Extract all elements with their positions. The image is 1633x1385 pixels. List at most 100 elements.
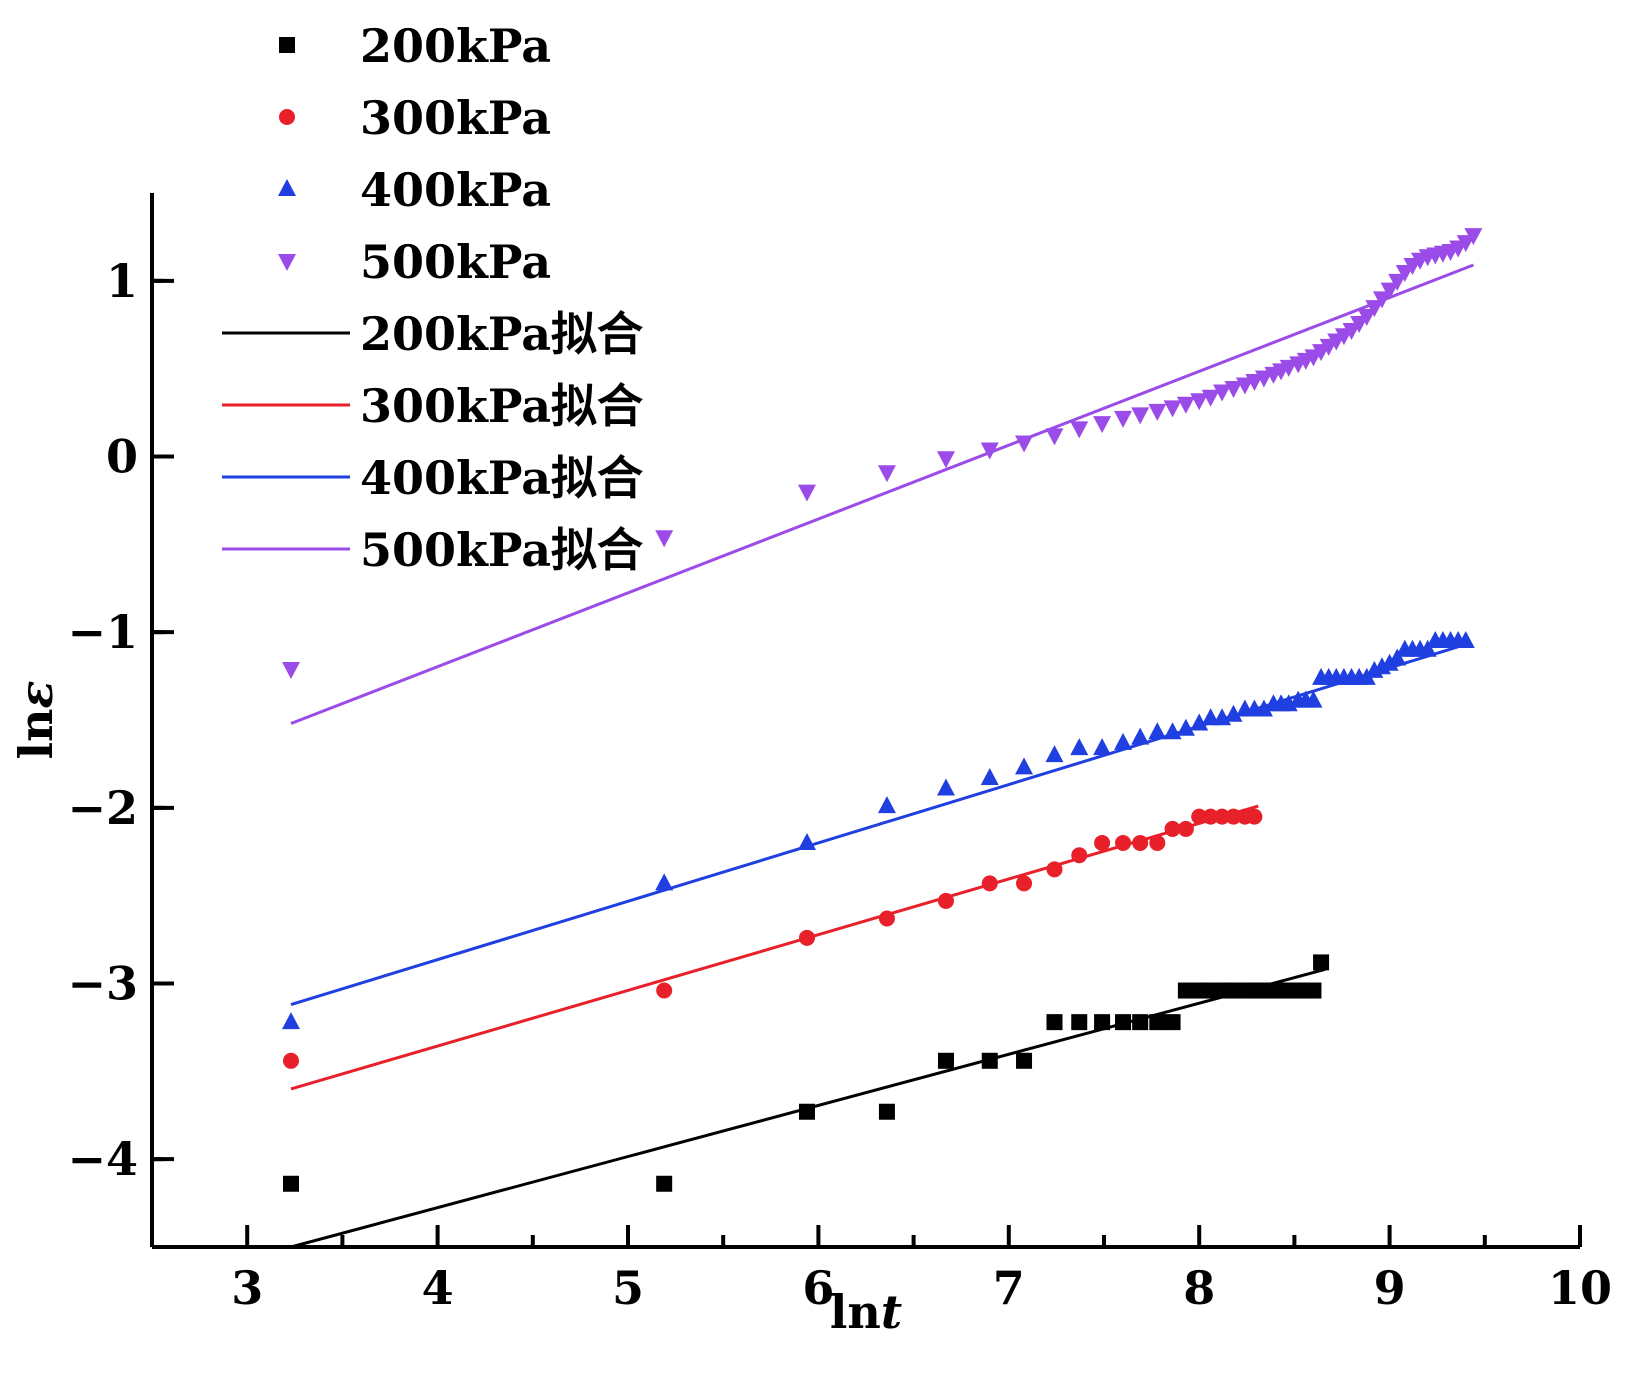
data-point xyxy=(1163,400,1182,418)
data-point xyxy=(1131,727,1150,745)
axes: 3 4 5 6 7 8 9 10 10−1−2−3−4 lnt lnε xyxy=(9,193,1612,1339)
data-point xyxy=(1418,639,1437,657)
y-tick-label: 1 xyxy=(106,254,138,308)
data-point xyxy=(1045,745,1064,763)
legend-marker xyxy=(279,109,295,125)
data-point xyxy=(1201,708,1220,726)
data-point xyxy=(1046,861,1063,878)
data-point xyxy=(281,662,300,680)
data-point xyxy=(1395,265,1414,283)
data-point xyxy=(1015,435,1034,453)
legend-label: 500kPa xyxy=(360,235,551,289)
x-tick-label: 10 xyxy=(1548,1261,1612,1315)
series xyxy=(281,228,1483,680)
x-axis-label-main: ln xyxy=(830,1285,881,1339)
data-point xyxy=(1071,1014,1088,1031)
data-point xyxy=(937,892,954,909)
data-point xyxy=(1201,389,1220,407)
data-point xyxy=(1070,421,1089,439)
data-point xyxy=(1163,722,1182,740)
data-point xyxy=(1046,1014,1063,1031)
y-tick-label: −2 xyxy=(67,781,138,835)
legend-marker xyxy=(278,179,296,196)
data-point xyxy=(878,910,895,927)
data-point xyxy=(1148,403,1167,421)
data-point xyxy=(937,1052,954,1069)
data-point xyxy=(1176,718,1195,736)
data-point xyxy=(798,929,815,946)
data-point xyxy=(1070,738,1089,756)
legend-item: 500kPa拟合 xyxy=(222,523,643,577)
legend: 200kPa 300kPa 400kPa 500kPa 200kPa拟合 300kPa拟合… xyxy=(222,19,643,577)
data-point xyxy=(281,1012,300,1030)
y-tick-label: −4 xyxy=(67,1132,138,1186)
y-ticks: 1 0 −1 −2 −3 −4 xyxy=(67,254,174,1186)
legend-item: 200kPa拟合 xyxy=(222,307,643,361)
legend-item: 300kPa拟合 xyxy=(222,379,643,433)
data-point xyxy=(656,1175,673,1192)
data-point xyxy=(797,484,816,502)
data-point xyxy=(1213,384,1232,402)
data-point xyxy=(877,465,896,483)
legend-item: 300kPa xyxy=(279,91,551,145)
legend-label: 300kPa拟合 xyxy=(360,379,643,433)
data-point xyxy=(1132,1014,1149,1031)
data-point xyxy=(1350,315,1369,333)
data-point xyxy=(1132,834,1149,851)
fit-line xyxy=(290,263,1474,725)
data-point xyxy=(1342,323,1361,341)
data-point xyxy=(1224,704,1243,722)
data-point xyxy=(1177,982,1194,999)
data-point xyxy=(1191,808,1208,825)
data-point xyxy=(1094,1014,1111,1031)
legend-marker xyxy=(278,254,296,271)
data-point xyxy=(1224,380,1243,398)
data-point xyxy=(1149,834,1166,851)
plot-area xyxy=(281,228,1483,1249)
data-point xyxy=(1115,1014,1132,1031)
x-tick-label: 5 xyxy=(612,1261,644,1315)
data-point xyxy=(1456,630,1475,648)
series xyxy=(281,630,1475,1030)
data-point xyxy=(1246,808,1263,825)
data-point xyxy=(936,778,955,796)
data-point xyxy=(1279,359,1298,377)
data-point xyxy=(1094,834,1111,851)
data-point xyxy=(980,442,999,460)
fit-line xyxy=(290,804,1259,1091)
x-tick-label: 7 xyxy=(993,1261,1025,1315)
data-point xyxy=(1148,722,1167,740)
data-point xyxy=(878,1103,895,1120)
data-point xyxy=(1071,847,1088,864)
data-point xyxy=(656,982,673,999)
legend-label: 400kPa xyxy=(360,163,551,217)
data-point xyxy=(1164,1014,1181,1031)
y-tick-label: −3 xyxy=(67,957,138,1011)
legend-item: 400kPa xyxy=(278,163,551,217)
data-point xyxy=(1245,373,1264,391)
x-axis-label-italic: t xyxy=(881,1285,902,1339)
data-point xyxy=(1254,699,1273,717)
y-axis-label-main: ln xyxy=(9,709,63,760)
data-point xyxy=(1464,228,1483,246)
legend-label: 200kPa拟合 xyxy=(360,307,643,361)
legend-item: 200kPa xyxy=(279,19,551,73)
data-point xyxy=(981,1052,998,1069)
data-point xyxy=(1254,370,1273,388)
series xyxy=(282,954,1330,1192)
y-axis-label-italic: ε xyxy=(9,681,63,709)
data-point xyxy=(1015,757,1034,775)
data-point xyxy=(1388,648,1407,666)
data-point xyxy=(1177,820,1194,837)
data-point xyxy=(1305,982,1322,999)
data-point xyxy=(1131,407,1150,425)
data-point xyxy=(1372,291,1391,309)
data-point xyxy=(1313,954,1330,971)
x-tick-label: 6 xyxy=(802,1261,834,1315)
data-point xyxy=(1214,808,1231,825)
y-tick-label: −1 xyxy=(67,605,138,659)
data-point xyxy=(1114,410,1133,428)
data-point xyxy=(1365,300,1384,318)
legend-label: 400kPa拟合 xyxy=(360,451,643,505)
